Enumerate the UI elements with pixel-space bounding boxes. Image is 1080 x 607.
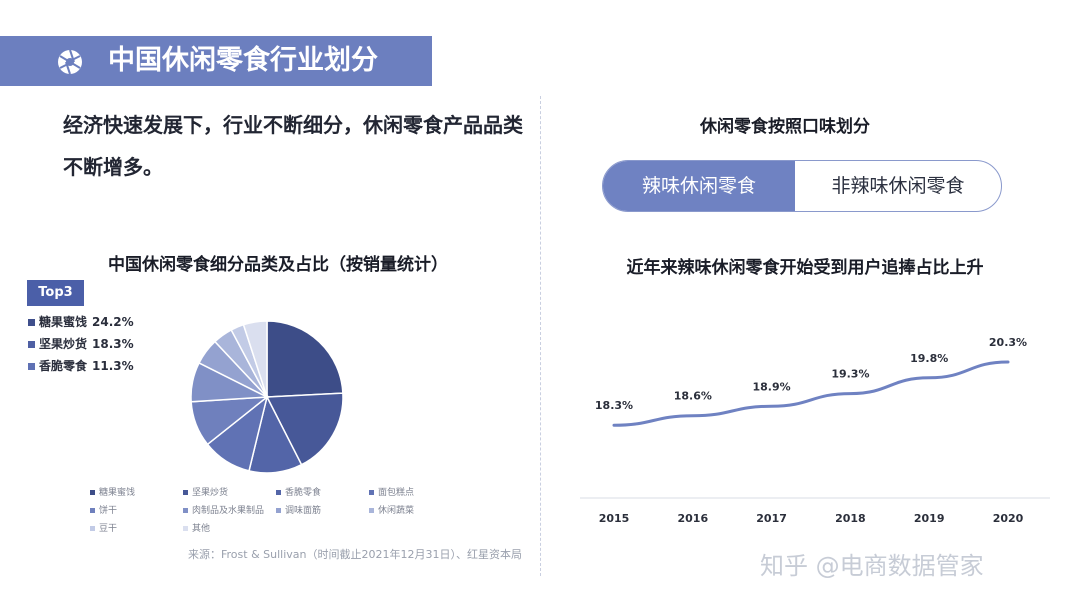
top3-item: 香脆零食 11.3% (28, 355, 134, 377)
pie-slice (266, 320, 344, 398)
title-bar: 中国休闲零食行业划分 (0, 36, 432, 86)
series-line (612, 360, 1010, 427)
legend-label: 肉制品及水果制品 (192, 506, 265, 516)
pie-chart (190, 320, 344, 474)
top3-label: 香脆零食 (39, 359, 88, 373)
pie-legend: 糖果蜜饯 坚果炒货 香脆零食 面包糕点饼干 肉制品及水果制品 调味面筋 休闲蔬菜豆干 其他 (90, 485, 470, 538)
legend-swatch-icon (183, 526, 188, 531)
data-label: 18.6% (674, 390, 712, 403)
line-chart: 18.3% 18.6% 18.9% 19.3% 19.8% 20.3% 2015 2016 20… (580, 336, 1050, 525)
watermark: 知乎 @电商数据管家 (760, 552, 984, 580)
data-label: 19.8% (910, 352, 948, 365)
intro-text: 经济快速发展下，行业不断细分，休闲零食产品品类不断增多。 (63, 113, 523, 179)
legend-item: 香脆零食 (276, 485, 369, 502)
legend-square-icon (28, 319, 35, 326)
legend-square-icon (28, 363, 35, 370)
legend-label: 糖果蜜饯 (99, 488, 136, 498)
legend-label: 豆干 (99, 524, 118, 534)
data-label: 19.3% (831, 368, 869, 381)
legend-item: 休闲蔬菜 (369, 503, 462, 520)
top3-list: 糖果蜜饯 24.2% 坚果炒货 18.3% 香脆零食 11.3% (28, 311, 134, 377)
x-tick-label: 2019 (914, 512, 945, 525)
pie-slice (265, 392, 344, 466)
aperture-icon (58, 49, 82, 75)
legend-swatch-icon (183, 508, 188, 513)
legend-swatch-icon (90, 490, 95, 495)
legend-swatch-icon (90, 508, 95, 513)
spicy-snacks-segment[interactable]: 辣味休闲零食 (603, 161, 795, 211)
legend-item: 糖果蜜饯 (90, 485, 183, 502)
legend-item: 豆干 (90, 521, 183, 538)
legend-item: 其他 (183, 521, 276, 538)
top3-item: 糖果蜜饯 24.2% (28, 311, 134, 333)
flavor-title: 休闲零食按照口味划分 (700, 117, 870, 137)
top3-value: 18.3% (92, 337, 134, 351)
x-tick-label: 2016 (677, 512, 708, 525)
legend-swatch-icon (369, 490, 374, 495)
data-label: 20.3% (989, 336, 1027, 349)
top3-item: 坚果炒货 18.3% (28, 333, 134, 355)
legend-swatch-icon (90, 526, 95, 531)
legend-label: 饼干 (99, 506, 118, 516)
data-label: 18.3% (595, 399, 633, 412)
legend-swatch-icon (369, 508, 374, 513)
legend-item: 坚果炒货 (183, 485, 276, 502)
legend-label: 坚果炒货 (192, 488, 229, 498)
legend-item: 饼干 (90, 503, 183, 520)
data-label: 18.9% (753, 380, 791, 393)
top3-badge: Top3 (27, 280, 84, 306)
line-chart-title: 近年来辣味休闲零食开始受到用户追捧占比上升 (626, 258, 984, 278)
x-tick-label: 2018 (835, 512, 866, 525)
legend-label: 其他 (192, 524, 211, 534)
flavor-toggle: 辣味休闲零食 非辣味休闲零食 (602, 160, 1002, 212)
top3-value: 11.3% (92, 359, 134, 373)
pie-slice (242, 320, 268, 398)
legend-item: 肉制品及水果制品 (183, 503, 276, 520)
column-divider (540, 96, 541, 576)
top3-label: 坚果炒货 (39, 337, 88, 351)
legend-swatch-icon (276, 490, 281, 495)
x-tick-label: 2015 (599, 512, 630, 525)
source-note: 来源：Frost & Sullivan（时间截止2021年12月31日）、红星资… (188, 548, 522, 561)
legend-label: 香脆零食 (285, 488, 322, 498)
legend-square-icon (28, 341, 35, 348)
legend-label: 休闲蔬菜 (378, 506, 415, 516)
legend-item: 调味面筋 (276, 503, 369, 520)
x-tick-label: 2020 (993, 512, 1024, 525)
legend-swatch-icon (183, 490, 188, 495)
legend-item: 面包糕点 (369, 485, 462, 502)
non-spicy-snacks-segment[interactable]: 非辣味休闲零食 (831, 175, 965, 197)
pie-chart-title: 中国休闲零食细分品类及占比（按销量统计） (108, 255, 448, 275)
top3-label: 糖果蜜饯 (39, 315, 88, 329)
legend-label: 面包糕点 (378, 488, 415, 498)
legend-label: 调味面筋 (285, 506, 322, 516)
page-title: 中国休闲零食行业划分 (108, 45, 378, 76)
top3-value: 24.2% (92, 315, 134, 329)
x-tick-label: 2017 (756, 512, 787, 525)
legend-swatch-icon (276, 508, 281, 513)
